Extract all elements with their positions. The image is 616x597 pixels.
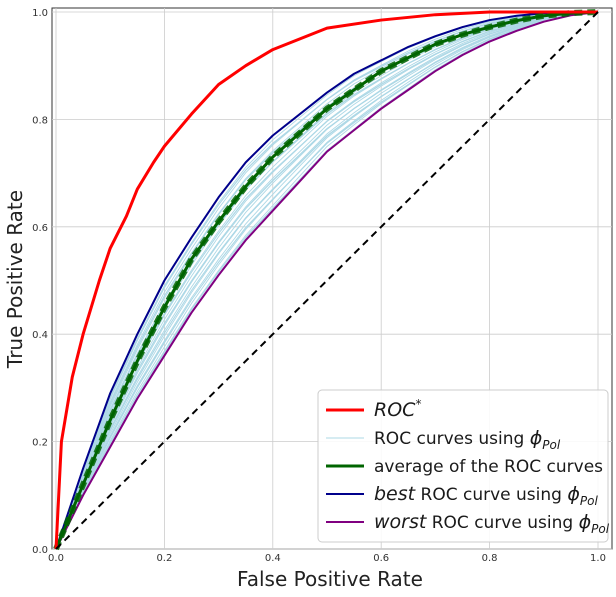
x-tick-label: 0.4: [265, 553, 281, 564]
legend-label: worst ROC curve using ϕPol: [374, 511, 610, 536]
x-tick-label: 0.0: [48, 553, 64, 564]
x-tick-label: 0.2: [156, 553, 172, 564]
legend-label: ROC*: [374, 397, 421, 421]
tick-labels: 0.0 0.2 0.4 0.6 0.8 1.0 0.0 0.2 0.4 0.6 0.8 1.0: [32, 8, 606, 564]
average-curve-dashed: [53, 9, 599, 551]
legend-label: average of the ROC curves: [374, 457, 603, 477]
x-tick-label: 0.8: [482, 553, 498, 564]
legend-label: ROC curves using ϕPol: [374, 427, 561, 452]
pol-roc-curve: [55, 11, 599, 550]
x-tick-label: 1.0: [590, 553, 606, 564]
legend: ROC* ROC curves using ϕPol average of the …: [317, 389, 610, 543]
legend-box: [317, 389, 609, 543]
x-tick-label: 0.6: [373, 553, 389, 564]
pol-roc-curve: [55, 11, 599, 550]
pol-roc-curve: [55, 11, 599, 550]
roc-star-curve: [54, 10, 598, 550]
y-tick-label: 0.6: [32, 223, 48, 234]
best-curve: [55, 11, 598, 550]
y-tick-label: 1.0: [32, 8, 48, 19]
y-tick-label: 0.2: [32, 438, 48, 449]
curves: [53, 9, 599, 551]
y-tick-label: 0.0: [32, 545, 48, 556]
y-tick-label: 0.4: [32, 330, 48, 341]
y-tick-label: 0.8: [32, 115, 48, 126]
pol-roc-curve: [55, 11, 599, 550]
worst-curve: [55, 11, 599, 550]
legend-label: best ROC curve using ϕPol: [374, 483, 598, 508]
y-axis-label: True Positive Rate: [3, 190, 27, 369]
x-axis-label: False Positive Rate: [237, 567, 423, 591]
